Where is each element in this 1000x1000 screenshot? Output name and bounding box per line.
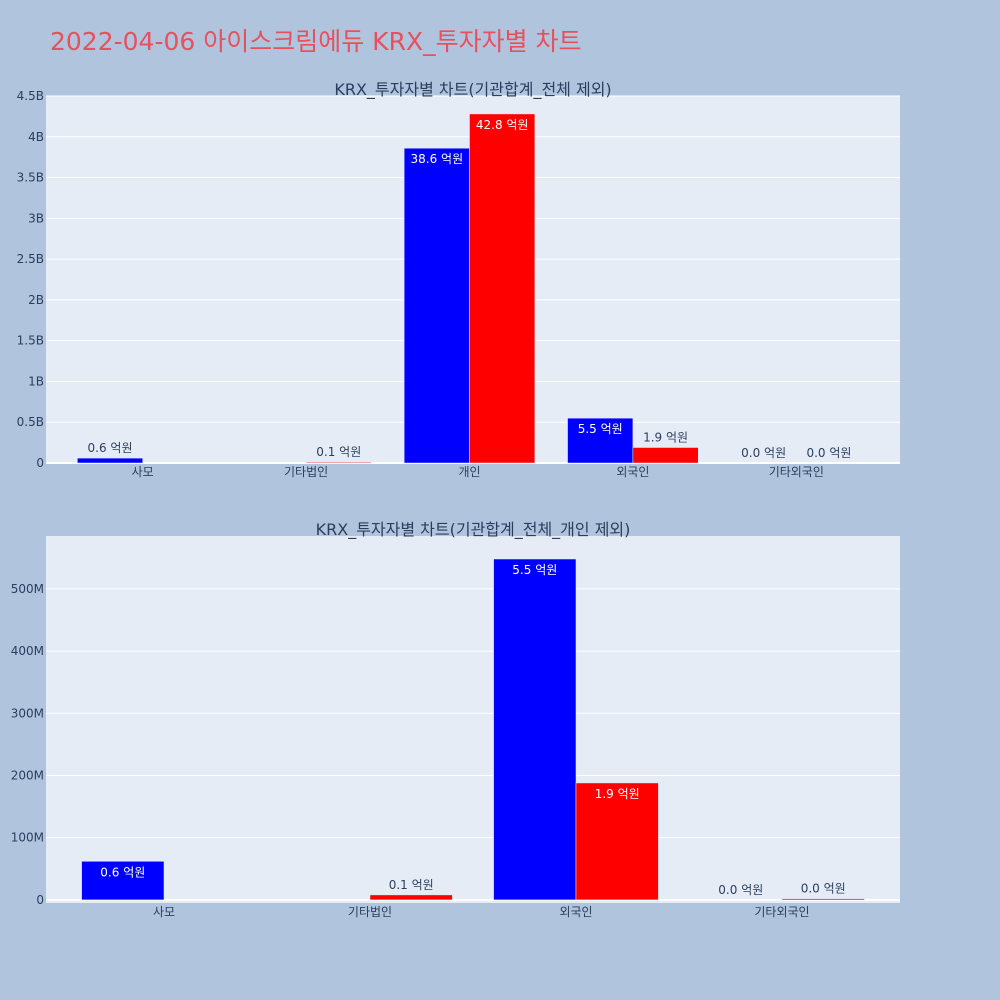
data-label: 0.0 억원 <box>718 883 763 897</box>
data-label: 0.1 억원 <box>316 445 361 459</box>
data-label: 1.9 억원 <box>643 431 688 445</box>
bar <box>567 417 634 464</box>
bar <box>469 113 536 464</box>
x-tick-label: 사모 <box>132 465 154 479</box>
y-tick-label: 1.5B <box>17 334 44 348</box>
x-tick-label: 사모 <box>153 905 175 919</box>
x-tick-label: 외국인 <box>616 465 649 479</box>
y-tick-label: 2.5B <box>17 252 44 266</box>
y-tick-label: 3.5B <box>17 171 44 185</box>
data-label: 5.5 억원 <box>578 422 623 436</box>
bar <box>305 461 372 464</box>
bar <box>575 782 659 901</box>
y-tick-label: 400M <box>11 644 44 658</box>
bar <box>81 861 165 901</box>
y-tick-label: 0 <box>36 456 44 470</box>
bar <box>77 457 143 464</box>
plot-area <box>46 536 900 903</box>
y-tick-label: 500M <box>11 582 44 596</box>
data-label: 0.6 억원 <box>100 865 145 879</box>
chart-title: KRX_투자자별 차트(기관합계_전체_개인 제외) <box>316 520 631 540</box>
data-label: 5.5 억원 <box>512 563 557 577</box>
bar <box>632 447 699 464</box>
chart-investor-excl-institution: KRX_투자자별 차트(기관합계_전체 제외) 0 0.5B 1B 1.5B 2B 2.5… <box>17 80 900 479</box>
data-label: 0.0 억원 <box>806 446 851 460</box>
y-tick-label: 3B <box>28 211 44 225</box>
data-label: 0.6 억원 <box>88 441 133 455</box>
y-tick-label: 200M <box>11 768 44 782</box>
data-label: 42.8 억원 <box>476 118 529 132</box>
page-title: 2022-04-06 아이스크림에듀 KRX_투자자별 차트 <box>50 27 582 56</box>
y-tick-label: 0.5B <box>17 415 44 429</box>
chart-investor-excl-institution-individual: KRX_투자자별 차트(기관합계_전체_개인 제외) 0 100M 200M 300M… <box>11 520 900 919</box>
bar <box>403 147 470 464</box>
data-label: 0.1 억원 <box>389 878 434 892</box>
x-tick-label: 기타법인 <box>284 465 328 479</box>
data-label: 0.0 억원 <box>741 446 786 460</box>
y-tick-label: 0 <box>36 893 44 907</box>
bar <box>781 898 865 901</box>
x-tick-label: 기타외국인 <box>769 465 824 479</box>
bar <box>493 558 577 901</box>
bar <box>369 894 453 901</box>
data-label: 1.9 억원 <box>595 787 640 801</box>
data-label: 0.0 억원 <box>801 882 846 896</box>
y-tick-label: 4B <box>28 130 44 144</box>
y-tick-label: 100M <box>11 831 44 845</box>
x-tick-label: 기타외국인 <box>754 905 809 919</box>
x-tick-label: 외국인 <box>559 905 592 919</box>
data-label: 38.6 억원 <box>411 152 464 166</box>
x-tick-label: 개인 <box>458 465 480 479</box>
y-tick-label: 1B <box>28 374 44 388</box>
y-tick-label: 4.5B <box>17 89 44 103</box>
chart-title: KRX_투자자별 차트(기관합계_전체 제외) <box>334 80 611 100</box>
y-tick-label: 300M <box>11 706 44 720</box>
x-tick-label: 기타법인 <box>348 905 392 919</box>
y-tick-label: 2B <box>28 293 44 307</box>
